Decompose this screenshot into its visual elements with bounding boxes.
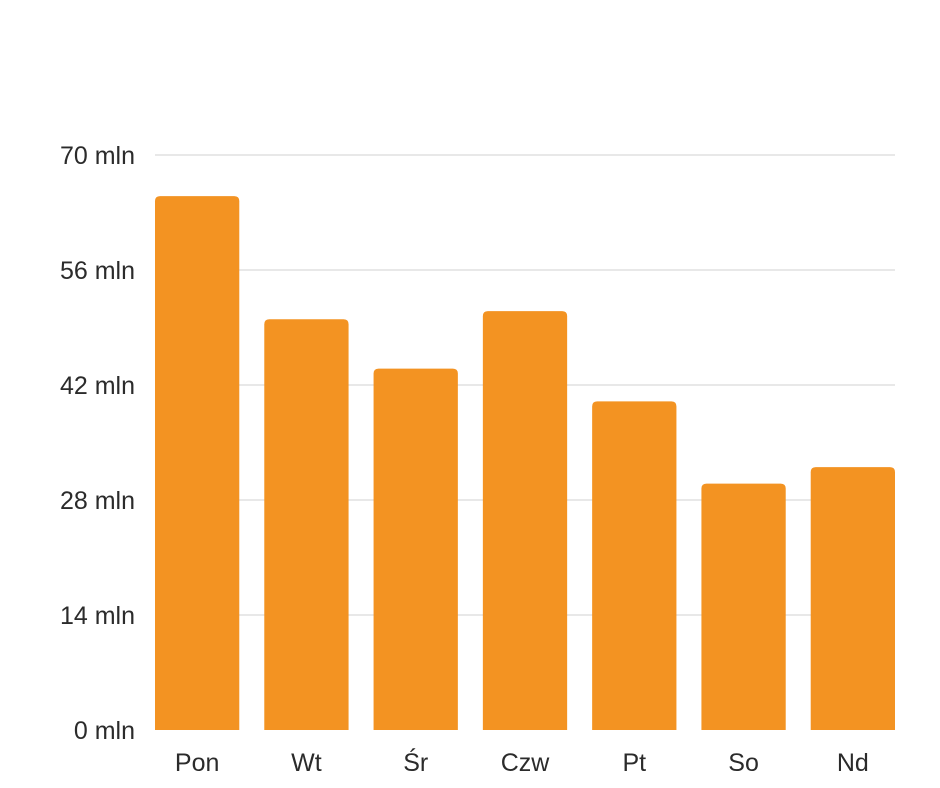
bar-5 xyxy=(701,483,786,730)
y-tick-label: 0 mln xyxy=(74,717,135,745)
x-tick-label: Śr xyxy=(403,747,428,777)
x-tick-label: Nd xyxy=(837,749,869,777)
bar-4 xyxy=(592,401,677,730)
x-axis-ticks: Pon Wt Śr Czw Pt So Nd xyxy=(175,747,869,777)
x-tick-label: Pt xyxy=(622,749,646,777)
bars xyxy=(155,196,895,731)
y-tick-label: 14 mln xyxy=(60,602,135,630)
bar-1 xyxy=(264,319,349,730)
y-tick-label: 42 mln xyxy=(60,372,135,400)
bar-0 xyxy=(155,196,240,731)
y-tick-label: 70 mln xyxy=(60,142,135,170)
x-tick-label: Czw xyxy=(501,749,551,777)
y-axis-ticks: 0 mln 14 mln 28 mln 42 mln 56 mln 70 mln xyxy=(60,142,135,745)
bar-3 xyxy=(482,311,568,730)
y-tick-label: 56 mln xyxy=(60,257,135,285)
bar-6 xyxy=(810,467,895,730)
bar-2 xyxy=(373,368,458,730)
x-tick-label: Pon xyxy=(175,749,219,777)
y-tick-label: 28 mln xyxy=(60,487,135,515)
x-tick-label: So xyxy=(728,749,759,777)
x-tick-label: Wt xyxy=(291,749,322,777)
